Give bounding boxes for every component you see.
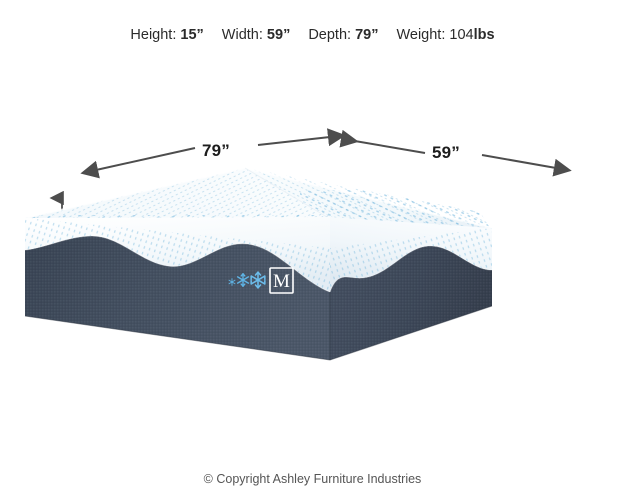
depth-dimension-arrow bbox=[80, 128, 346, 179]
brand-m-badge: M bbox=[269, 267, 294, 294]
spec-width-unit: ” bbox=[283, 27, 291, 43]
spec-width-value: 59 bbox=[266, 27, 284, 43]
spec-depth-unit: ” bbox=[371, 27, 379, 43]
mattress-body: M bbox=[24, 166, 493, 361]
spec-width: Width: 59” bbox=[222, 26, 291, 44]
copyright-notice: © Copyright Ashley Furniture Industries bbox=[203, 472, 422, 486]
spec-height-unit: ” bbox=[196, 27, 204, 43]
brand-m-letter: M bbox=[273, 271, 290, 292]
spec-height-value: 15 bbox=[180, 27, 197, 43]
spec-weight-label: Weight: bbox=[396, 27, 446, 43]
spec-depth-value: 79 bbox=[355, 27, 372, 43]
spec-depth: Depth: 79” bbox=[308, 26, 378, 44]
spec-weight-value: 104 bbox=[449, 27, 474, 43]
snowflake-icon bbox=[250, 271, 266, 289]
snowflake-icon bbox=[228, 278, 236, 286]
spec-width-label: Width: bbox=[221, 27, 263, 43]
specification-line: Height: 15” Width: 59” Depth: 79” Weight: 1… bbox=[0, 26, 625, 44]
spec-height: Height: 15” bbox=[130, 26, 203, 44]
spec-weight-unit: lbs bbox=[473, 27, 495, 43]
snowflake-icon bbox=[236, 273, 250, 287]
width-dimension-label: 59” bbox=[432, 143, 461, 162]
spec-weight: Weight: 104lbs bbox=[396, 26, 494, 44]
product-illustration: M bbox=[0, 120, 625, 380]
spec-height-label: Height: bbox=[130, 27, 177, 43]
width-dimension-arrow bbox=[339, 129, 572, 177]
spec-depth-label: Depth: bbox=[308, 27, 352, 43]
depth-dimension-label: 79” bbox=[202, 141, 231, 160]
cooling-brand-badge: M bbox=[228, 267, 294, 294]
